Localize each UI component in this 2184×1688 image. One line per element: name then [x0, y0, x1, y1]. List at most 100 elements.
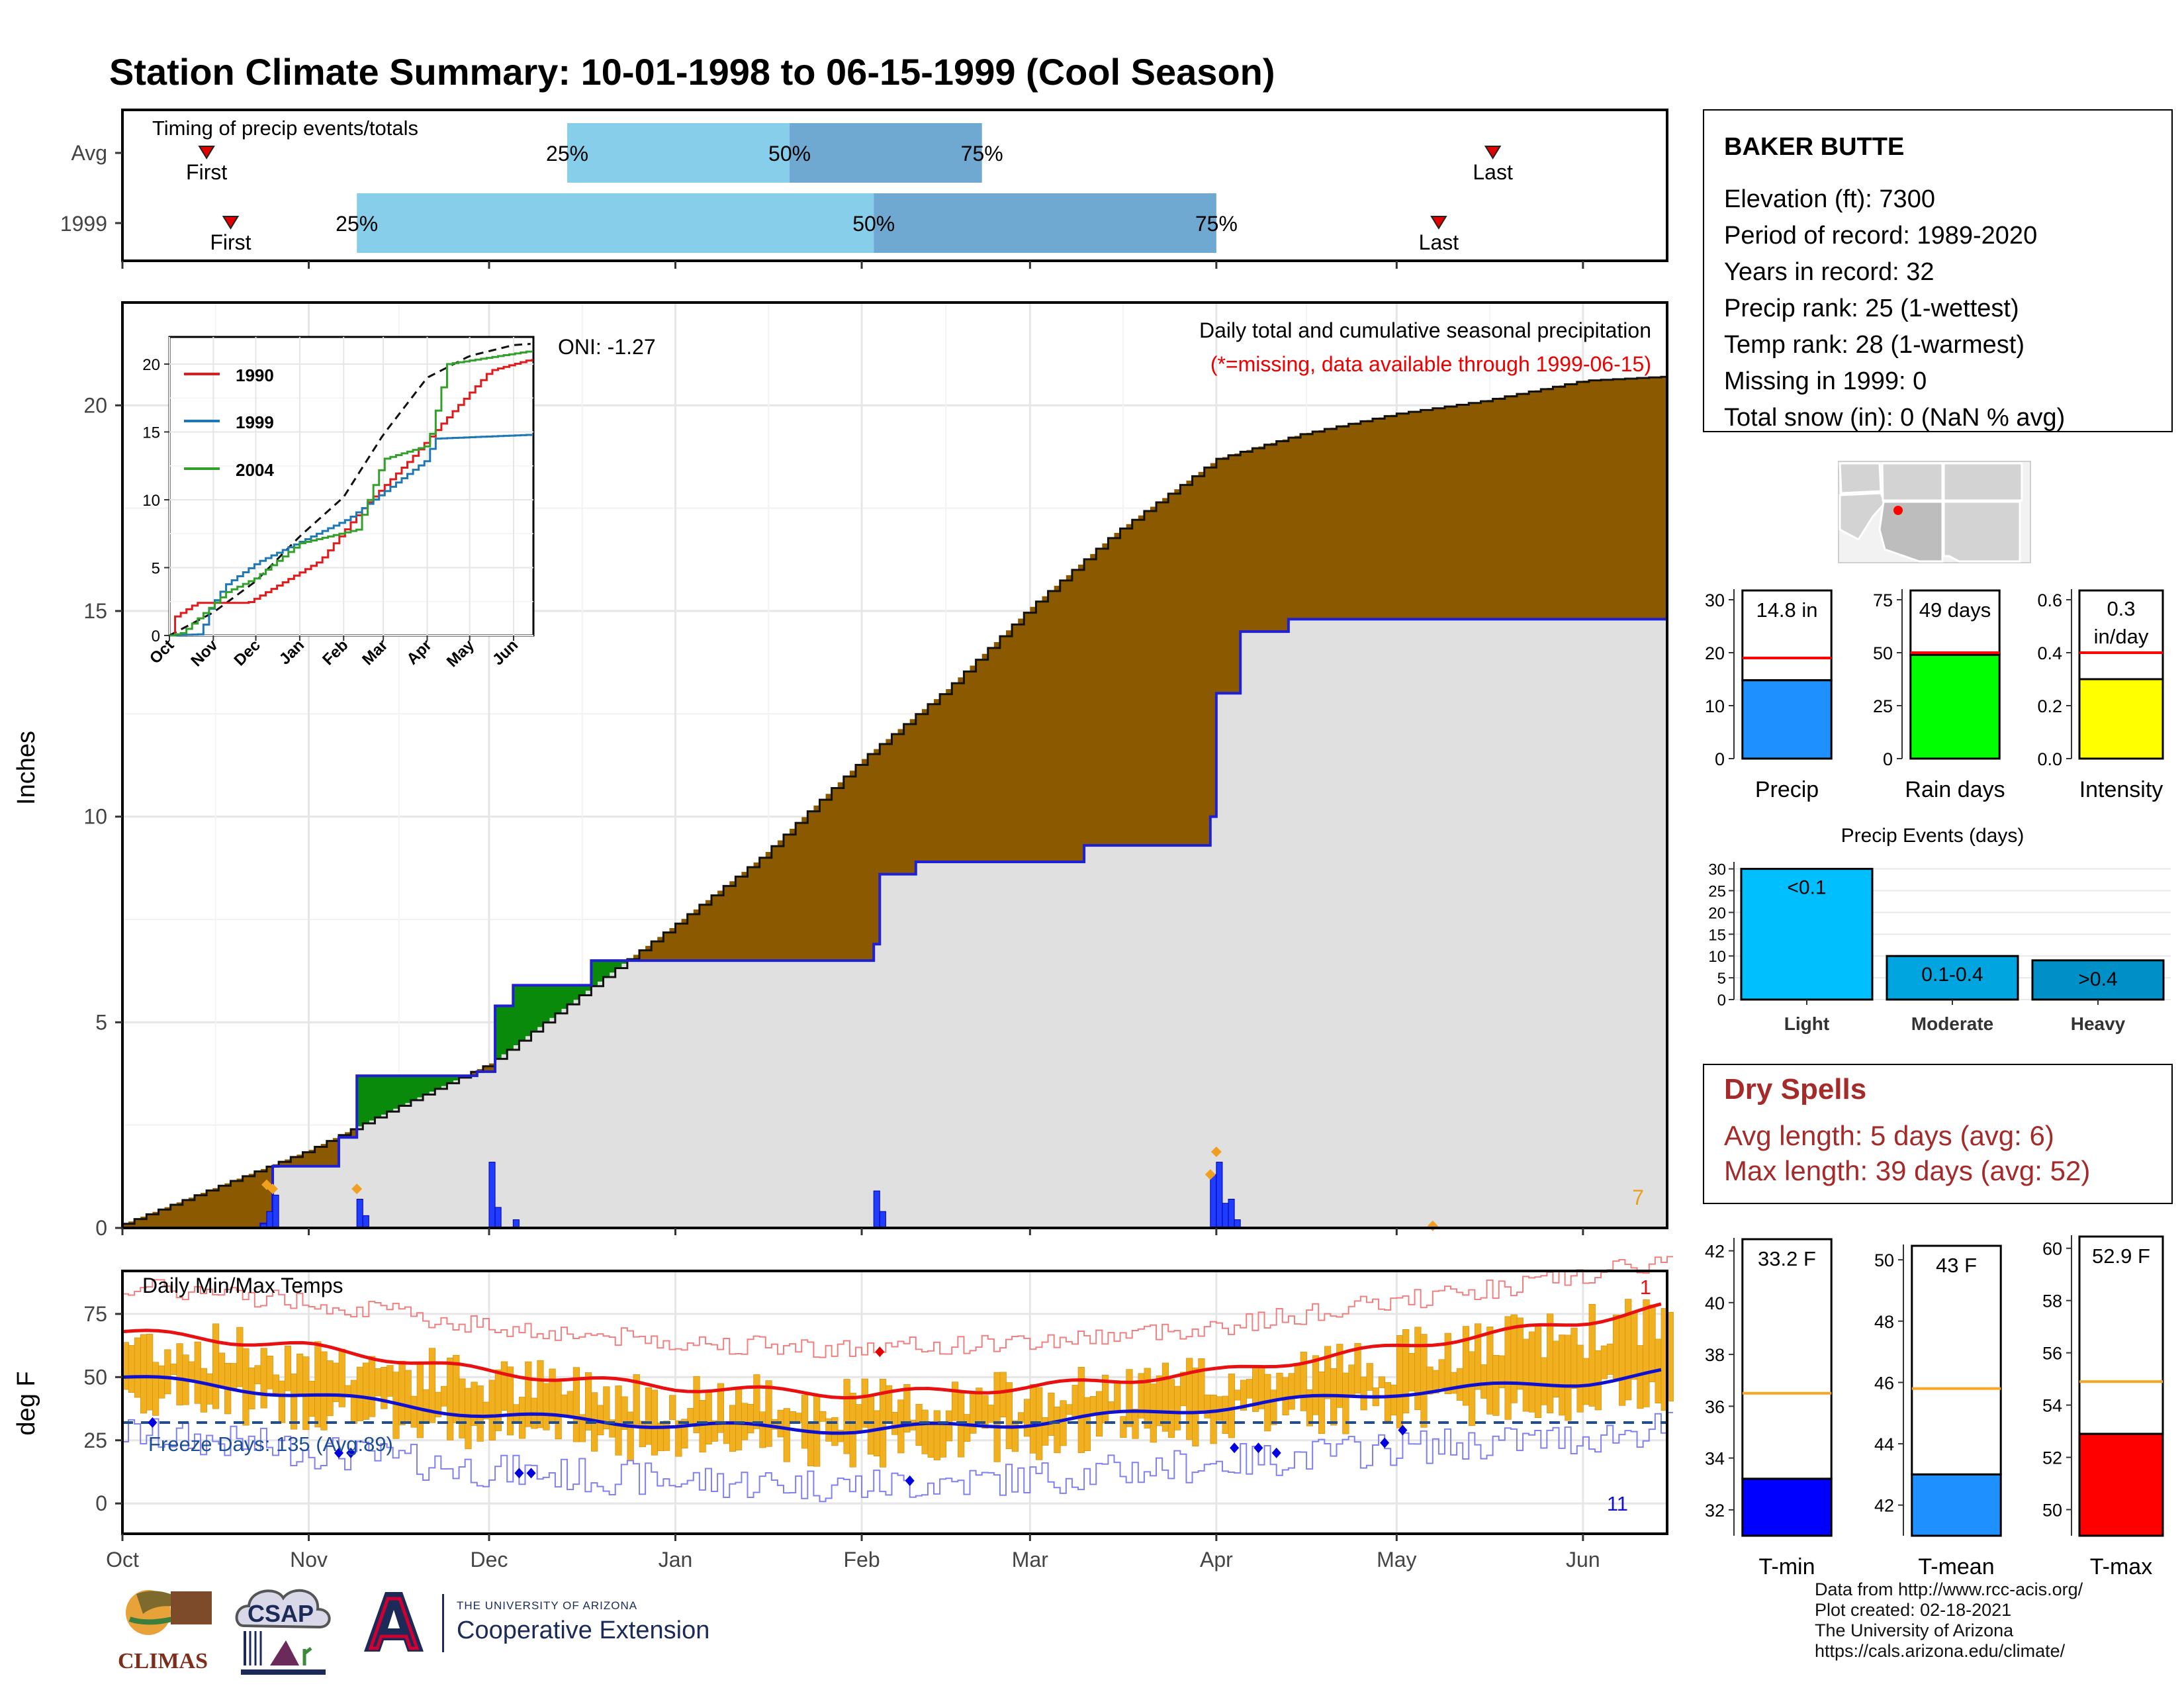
- rain-days-chart: 0 25 50 75 Rain days 49 days: [1873, 589, 2008, 802]
- record-low-marker: [1253, 1442, 1263, 1454]
- timing-label-50: 50%: [768, 142, 811, 165]
- rain-days-y-tick-label: 75: [1873, 590, 1893, 610]
- record-low-marker: [1230, 1442, 1240, 1454]
- daily-temp-bar: [1276, 1372, 1283, 1399]
- daily-temp-bar: [176, 1343, 183, 1405]
- timing-panel: Timing of precip events/totals 25% 50% 75%…: [60, 109, 1668, 269]
- daily-temp-bar: [188, 1361, 195, 1382]
- temperature-daily-range-bars: [122, 1299, 1674, 1468]
- daily-temp-bar: [1342, 1372, 1349, 1434]
- precip-y-tick-label: 30: [1705, 590, 1725, 610]
- intensity-label: Intensity: [2079, 777, 2163, 802]
- intensity-bar: [2078, 678, 2164, 760]
- daily-temp-bar: [308, 1381, 316, 1417]
- timing-marks: 25% 50% 75% First Last 25% 50% 75% First Last: [115, 123, 1584, 269]
- credits-block: Data from http://www.rcc-acis.org/ Plot …: [1815, 1579, 2083, 1662]
- oni-label: ONI: -1.27: [558, 335, 656, 359]
- average-max-temp-line: [122, 1302, 1662, 1400]
- dry-spells-frame: [1703, 1064, 2173, 1204]
- daily-temp-bar: [1612, 1314, 1620, 1380]
- precip-value: 14.8 in: [1756, 598, 1817, 622]
- station-line: Temp rank: 28 (1-warmest): [1724, 331, 2025, 359]
- events-bars: 0 5 10 15 20 25 30 <0.1 Light 0.1-0.4 Moderate >0.4…: [1708, 861, 2171, 1034]
- timing-marker-first: [222, 216, 240, 230]
- daily-temp-bar: [927, 1421, 934, 1458]
- temp-min-value: 33.2 F: [1758, 1247, 1816, 1270]
- daily-temp-bar: [1114, 1380, 1121, 1412]
- credit-line: Data from http://www.rcc-acis.org/: [1815, 1579, 2083, 1599]
- daily-temp-bar: [1180, 1372, 1187, 1407]
- record-low-marker: [1271, 1447, 1281, 1458]
- daily-temp-bar: [1186, 1358, 1193, 1440]
- record-low-marker: [334, 1447, 343, 1458]
- daily-temp-bar: [1504, 1316, 1512, 1420]
- daily-temp-bar: [314, 1341, 322, 1428]
- precip-y-tick-label: 15: [83, 599, 107, 623]
- precip-events-chart: Precip Events (days) 0 5 10 15 20 25 30 <0.1 Lig…: [1708, 825, 2171, 1034]
- snow-marker: [267, 1183, 279, 1194]
- inset-lines: [169, 343, 533, 637]
- daily-temp-bar: [964, 1414, 971, 1442]
- precip-y-tick-label: 20: [83, 393, 107, 417]
- daily-temp-bar: [1173, 1385, 1181, 1430]
- daily-temp-bar: [320, 1351, 328, 1430]
- daily-temp-bar: [1288, 1373, 1295, 1410]
- daily-temp-bar: [266, 1355, 273, 1389]
- temp-mean-y-tick-label: 42: [1874, 1496, 1894, 1516]
- daily-temp-bar: [218, 1352, 226, 1387]
- timing-bar-50-75: [874, 193, 1216, 253]
- temperature-y-tick-label: 25: [83, 1429, 107, 1452]
- temp-mean-y-tick-label: 46: [1874, 1373, 1894, 1393]
- daily-temp-bar: [465, 1387, 472, 1450]
- daily-temp-bar: [645, 1387, 652, 1445]
- ua-block-a-icon: [364, 1592, 424, 1652]
- map-state-colorado: [1942, 462, 2023, 502]
- daily-temp-bar: [146, 1334, 154, 1411]
- daily-temp-bar: [447, 1358, 454, 1440]
- daily-temp-bar: [1600, 1345, 1608, 1380]
- dry-spells-avg: Avg length: 5 days (avg: 6): [1724, 1120, 2054, 1151]
- temperature-title: Daily Min/Max Temps: [142, 1274, 343, 1297]
- daily-temp-bar: [152, 1362, 159, 1416]
- station-location-marker: [1893, 506, 1903, 515]
- events-bar-label: >0.4: [2078, 968, 2117, 990]
- inset-y-tick-label: 15: [142, 424, 160, 442]
- daily-temp-bar: [387, 1365, 394, 1397]
- daily-precip-bar: [1210, 1174, 1217, 1229]
- daily-temp-bar: [1594, 1350, 1602, 1411]
- daily-temp-bar: [1204, 1394, 1211, 1419]
- daily-temp-bar: [1071, 1385, 1079, 1418]
- events-bar: [1740, 868, 1874, 1001]
- temp-min-bar: [1741, 1477, 1833, 1537]
- daily-temp-bar: [1017, 1412, 1025, 1423]
- temperature-y-axis: 0 25 50 75: [83, 1302, 122, 1515]
- temp-min-y-tick-label: 36: [1705, 1397, 1725, 1417]
- daily-temp-bar: [1619, 1316, 1626, 1406]
- rain-days-y-tick-label: 50: [1873, 643, 1893, 663]
- daily-temp-bar: [939, 1425, 946, 1458]
- record-high-marker: [875, 1346, 885, 1358]
- temperature-x-tick-label: Mar: [1012, 1548, 1048, 1571]
- precip-y-tick-label: 0: [95, 1216, 107, 1240]
- snow-count: 7: [1632, 1186, 1644, 1209]
- daily-temp-bar: [441, 1385, 448, 1407]
- dry-spells-max: Max length: 39 days (avg: 52): [1724, 1155, 2090, 1186]
- events-bar-label: 0.1-0.4: [1921, 964, 1983, 986]
- record-low-marker: [346, 1447, 356, 1458]
- precip-y-tick-label: 5: [95, 1010, 107, 1034]
- record-low-marker: [905, 1475, 915, 1486]
- daily-temp-bar: [933, 1410, 940, 1460]
- snow-marker: [351, 1183, 363, 1194]
- daily-temp-bar: [1426, 1366, 1433, 1395]
- daily-temp-bar: [1216, 1396, 1223, 1421]
- events-category-label: Heavy: [2071, 1013, 2126, 1034]
- daily-temp-bar: [1492, 1354, 1500, 1416]
- timing-label-first: First: [210, 230, 251, 254]
- daily-temp-bar: [1054, 1406, 1061, 1454]
- climas-logo: CLIMAS: [118, 1590, 212, 1673]
- daily-temp-bar: [1582, 1358, 1590, 1405]
- temperature-x-tick-label: Oct: [106, 1548, 139, 1571]
- daily-precip-bar: [873, 1190, 880, 1229]
- precip-x-ticks: [121, 1228, 1584, 1235]
- daily-temp-bar: [861, 1378, 868, 1428]
